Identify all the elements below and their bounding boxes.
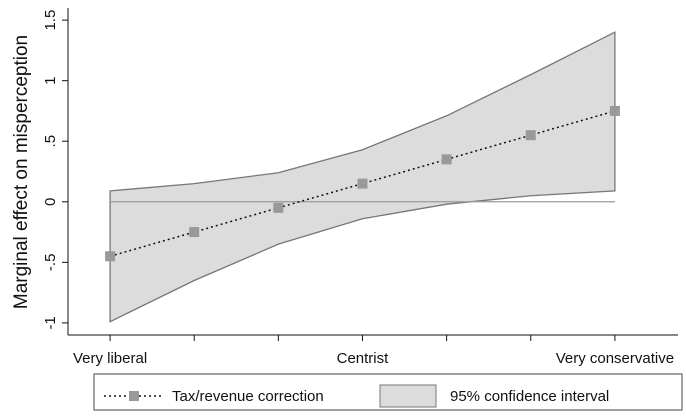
series-point [610, 106, 620, 116]
legend-marker-swatch [129, 391, 139, 401]
x-tick-label: Centrist [337, 350, 390, 367]
y-tick-label: 1.5 [42, 10, 59, 31]
y-tick-label: 0 [42, 198, 59, 206]
y-tick-label: 1 [42, 76, 59, 84]
series-point [357, 179, 367, 189]
y-axis-label: Marginal effect on misperception [11, 35, 32, 309]
series-point [105, 251, 115, 261]
legend: Tax/revenue correction 95% confidence in… [94, 374, 682, 410]
series-point [189, 227, 199, 237]
y-tick-label: -.5 [42, 254, 59, 272]
series-point [442, 154, 452, 164]
x-tick-label: Very liberal [73, 350, 147, 367]
series-point [273, 203, 283, 213]
legend-series-label: Tax/revenue correction [172, 388, 324, 405]
y-tick-label: -1 [42, 316, 59, 329]
legend-band-swatch [380, 385, 436, 407]
y-tick-label: .5 [42, 135, 59, 148]
legend-band-label: 95% confidence interval [450, 388, 609, 405]
x-tick-label: Very conservative [556, 350, 674, 367]
series-point [526, 130, 536, 140]
